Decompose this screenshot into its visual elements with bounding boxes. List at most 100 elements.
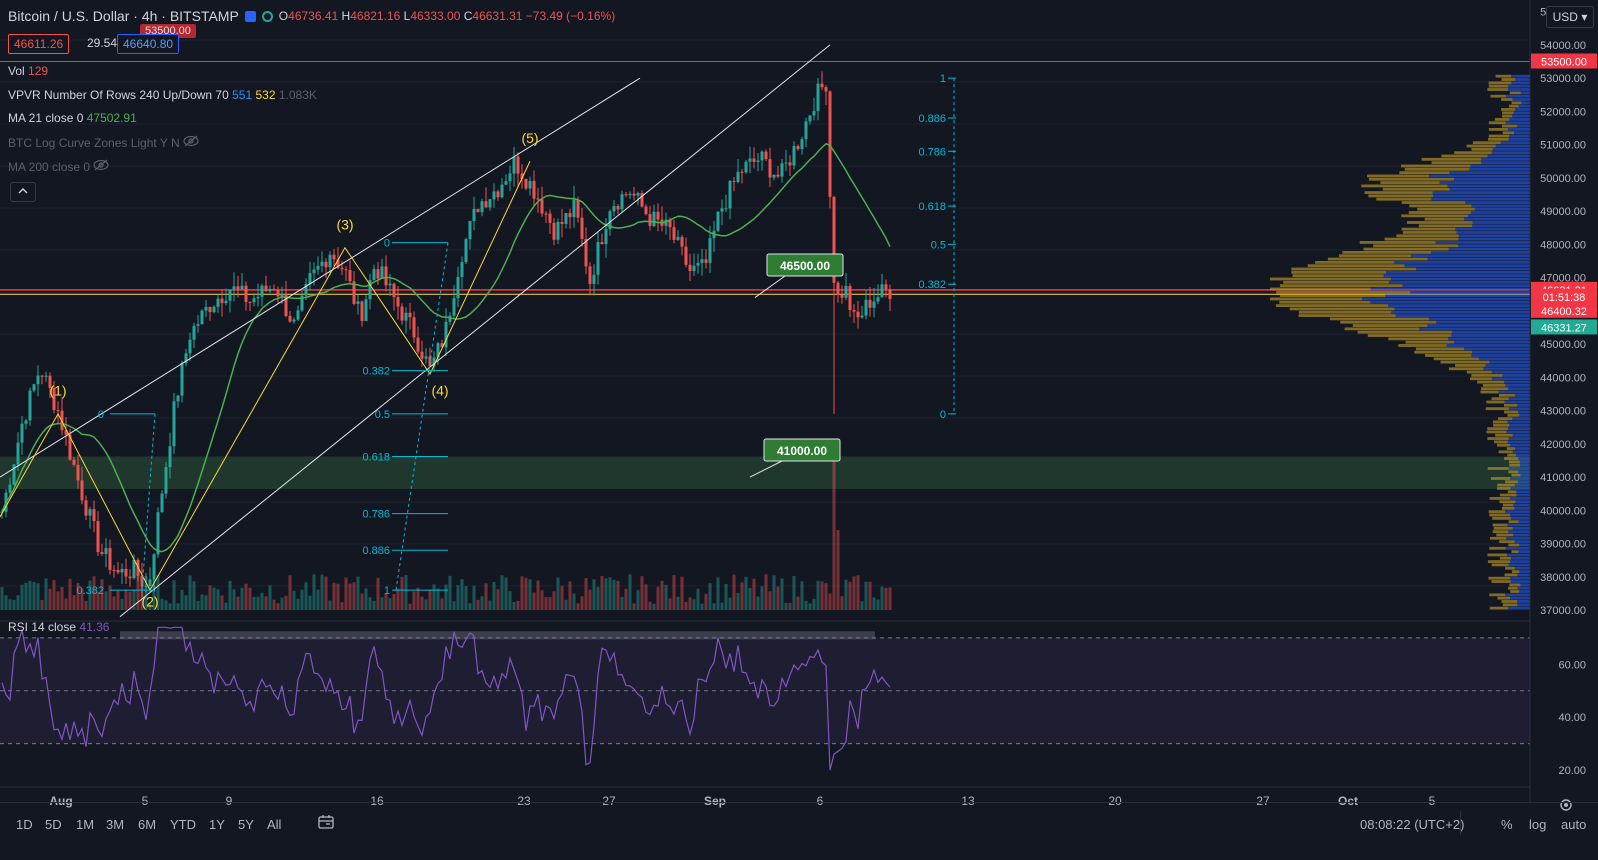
candle-body [816,83,820,112]
volume-profile-down-row [1482,383,1506,387]
volume-bar [772,575,776,610]
percent-toggle[interactable]: % [1501,817,1513,832]
volume-bar [652,603,656,610]
volume-profile-down-row [1509,583,1521,587]
sell-button[interactable]: 46611.26 [8,34,70,54]
candle-body [336,259,340,268]
timeframe-5y[interactable]: 5Y [238,817,254,832]
auto-toggle[interactable]: auto [1561,817,1587,832]
candle-body [756,160,760,162]
volume-bar [248,587,252,610]
timeframe-3m[interactable]: 3M [106,817,125,832]
candle-body [484,201,488,208]
indicator-ma200[interactable]: MA 200 close 0 [8,159,110,174]
volume-profile-up-row [1492,147,1530,151]
volume-bar [444,584,448,610]
volume-bar [380,597,384,610]
candle-body [772,174,776,178]
currency-selector[interactable]: USD ▾ [1546,6,1594,28]
volume-profile-down-row [1504,403,1518,407]
rsi-legend[interactable]: RSI 14 close 41.36 [8,620,109,634]
volume-bar [420,596,424,610]
candle-body [608,211,612,230]
candle-body [236,286,240,290]
volume-bar [556,577,560,610]
volume-bar [592,579,596,610]
candle-body [472,208,476,221]
volume-bar [872,597,876,610]
timeframe-1m[interactable]: 1M [76,817,95,832]
symbol-title[interactable]: Bitcoin / U.S. Dollar · 4h · BITSTAMP [8,8,239,24]
indicator-ma21[interactable]: MA 21 close 0 47502.91 [8,111,137,125]
volume-profile-down-row [1508,470,1518,474]
volume-profile-down-row [1489,606,1509,610]
candle-body [76,464,80,481]
volume-profile-up-row [1510,516,1530,520]
candle-body [380,266,384,279]
timeframe-5d[interactable]: 5D [45,817,62,832]
channel-upper-line [0,77,641,478]
candle-body [152,554,156,580]
timeframe-all[interactable]: All [267,817,282,832]
volume-bar [312,574,316,610]
volume-bar [640,576,644,610]
timeframe-1d[interactable]: 1D [16,817,33,832]
candle-body [84,500,88,516]
price-tick: 44000.00 [1540,372,1586,384]
price-tick: 45000.00 [1540,339,1586,351]
candle-body [328,254,332,268]
candle-body [52,387,56,411]
timeframe-ytd[interactable]: YTD [170,817,196,832]
gear-icon[interactable] [1560,799,1572,811]
indicator-vpvr[interactable]: VPVR Number Of Rows 240 Up/Down 70 551 5… [8,88,317,102]
volume-profile-up-row [1431,197,1530,201]
volume-bar [228,580,232,610]
volume-profile-up-row [1513,111,1530,115]
volume-profile-up-row [1432,191,1530,194]
callout-label: 41000.00 [777,444,827,458]
volume-profile-down-row [1509,91,1521,95]
volume-bar [240,587,244,610]
indicator-volume[interactable]: Vol 129 [8,64,48,78]
volume-bar [568,581,572,610]
fib-label: 0.886 [918,113,946,125]
volume-profile-down-row [1507,453,1516,457]
volume-profile-up-row [1519,570,1530,573]
candle-body [72,459,76,465]
buy-button[interactable]: 46640.80 [117,34,180,54]
volume-profile-up-row [1451,330,1530,334]
volume-bar [500,575,504,610]
candle-body [120,568,124,573]
volume-bar [128,591,132,610]
eye-off-icon[interactable] [183,135,199,150]
indicator-logcurve[interactable]: BTC Log Curve Zones Light Y N [8,135,199,150]
candle-body [588,266,592,284]
timeframe-6m[interactable]: 6M [138,817,157,832]
volume-profile-up-row [1515,447,1530,450]
volume-bar [564,599,568,610]
eye-off-icon[interactable] [93,159,110,174]
volume-bar [28,580,32,610]
date-range-icon[interactable] [317,813,335,834]
clock[interactable]: 08:08:22 (UTC+2) [1360,817,1465,832]
volume-bar [804,600,808,610]
candle-body [464,239,468,263]
volume-profile-up-row [1509,496,1530,500]
collapse-legend-button[interactable] [10,182,36,202]
volume-profile-up-row [1505,94,1530,98]
price-tick: 37000.00 [1540,605,1586,617]
flag-icon[interactable] [244,10,256,22]
volume-bar [728,597,732,610]
candle-body [416,337,420,352]
volume-profile-up-row [1448,337,1530,341]
volume-profile-down-row [1494,118,1510,121]
volume-profile-down-row [1489,593,1506,597]
candle-body [456,276,460,299]
log-toggle[interactable]: log [1529,817,1547,832]
timeframe-1y[interactable]: 1Y [209,817,225,832]
volume-bar [344,577,348,610]
volume-bar [796,596,800,610]
candle-body [308,273,312,285]
volume-bar [236,596,240,610]
